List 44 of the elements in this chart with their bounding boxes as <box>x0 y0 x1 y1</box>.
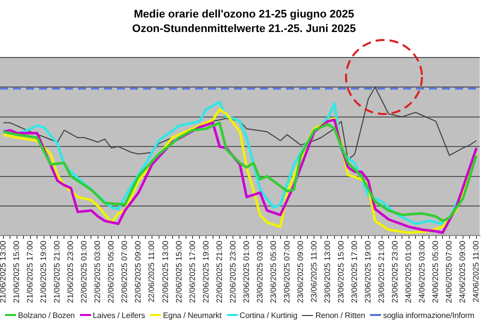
x-tick-label: 22/06/2025 13:00 <box>160 240 170 303</box>
x-tick-label: 24/06/2025 05:00 <box>431 240 440 303</box>
x-tick-label: 23/06/2025 19:00 <box>363 240 372 303</box>
chart-title: Medie orarie dell'ozono 21-25 giugno 2025 <box>134 8 354 21</box>
x-tick-label: 22/06/2025 03:00 <box>93 240 102 303</box>
x-tick-label: 22/06/2025 11:00 <box>147 240 156 302</box>
x-tick-label: 23/06/2025 23:00 <box>390 240 400 303</box>
x-tick-label: 21/06/2025 19:00 <box>39 240 48 303</box>
legend-label: Laives / Leifers <box>92 310 145 320</box>
x-tick-label: 22/06/2025 01:00 <box>80 240 89 303</box>
x-tick-label: 23/06/2025 03:00 <box>255 240 264 303</box>
x-tick-label: 22/06/2025 19:00 <box>201 240 210 303</box>
legend-label: Egna / Neumarkt <box>162 310 222 320</box>
x-tick-label: 23/06/2025 11:00 <box>309 240 318 302</box>
x-tick-label: 21/06/2025 17:00 <box>26 240 35 303</box>
x-tick-label: 23/06/2025 07:00 <box>282 240 292 303</box>
x-tick-label: 23/06/2025 09:00 <box>296 240 305 303</box>
x-tick-label: 23/06/2025 01:00 <box>242 240 251 303</box>
chart-subtitle: Ozon-Stundenmittelwerte 21.-25. Juni 2025 <box>132 22 356 35</box>
x-tick-label: 24/06/2025 09:00 <box>458 240 468 303</box>
legend-label: Bolzano / Bozen <box>18 310 75 320</box>
x-tick-label: 22/06/2025 09:00 <box>134 240 143 303</box>
x-tick-label: 24/06/2025 07:00 <box>444 240 454 303</box>
x-tick-label: 22/06/2025 17:00 <box>188 240 197 303</box>
x-tick-label: 24/06/2025 01:00 <box>404 240 414 303</box>
x-tick-label: 21/06/2025 21:00 <box>52 240 62 303</box>
x-tick-label: 23/06/2025 05:00 <box>268 240 278 303</box>
x-tick-label: 21/06/2025 23:00 <box>66 240 76 303</box>
legend-label: soglia informazione/Inform <box>383 310 474 320</box>
x-tick-label: 24/06/2025 11:00 <box>472 240 481 302</box>
x-tick-label: 21/06/2025 15:00 <box>12 240 22 303</box>
x-tick-label: 22/06/2025 21:00 <box>214 240 224 303</box>
x-tick-label: 22/06/2025 23:00 <box>228 240 238 303</box>
x-tick-label: 22/06/2025 05:00 <box>106 240 116 303</box>
x-tick-label: 22/06/2025 07:00 <box>120 240 130 303</box>
x-tick-label: 24/06/2025 03:00 <box>418 240 427 303</box>
x-tick-label: 23/06/2025 17:00 <box>350 240 359 303</box>
x-tick-label: 23/06/2025 21:00 <box>377 240 386 303</box>
x-tick-label: 22/06/2025 15:00 <box>174 240 184 303</box>
x-tick-label: 23/06/2025 15:00 <box>336 240 346 303</box>
legend-label: Renon / Ritten <box>315 310 366 320</box>
legend-label: Cortina / Kurtinig <box>240 310 298 320</box>
x-tick-label: 23/06/2025 13:00 <box>322 240 332 303</box>
x-tick-label: 21/06/2025 13:00 <box>0 240 8 303</box>
